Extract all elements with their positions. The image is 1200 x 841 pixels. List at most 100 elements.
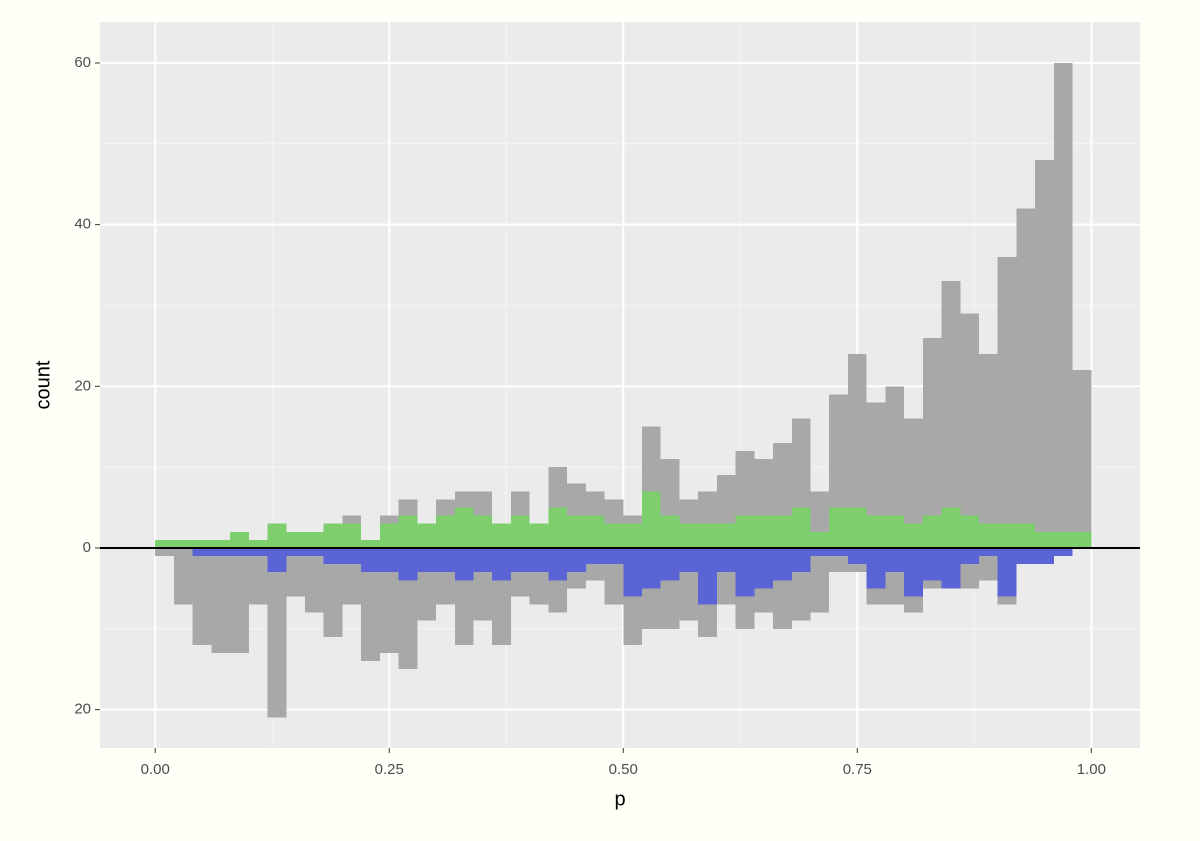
histogram-bar [679, 547, 699, 573]
histogram-bar [810, 531, 830, 548]
histogram-bar [267, 547, 287, 573]
histogram-bar [173, 547, 193, 605]
histogram-bar [885, 515, 905, 548]
histogram-bar [735, 515, 755, 548]
histogram-bar [492, 523, 511, 548]
histogram-bar [342, 547, 362, 565]
histogram-bar [305, 531, 324, 548]
histogram-bar [248, 547, 268, 605]
histogram-bar [941, 547, 961, 589]
histogram-bar [379, 547, 399, 654]
histogram-bar [773, 547, 792, 581]
y-tick-label: 20 [74, 377, 91, 394]
histogram-bar [941, 507, 961, 548]
histogram-bar [1035, 531, 1054, 548]
histogram-bar [1016, 523, 1036, 548]
histogram-bar [361, 547, 380, 573]
histogram-bar [248, 539, 268, 548]
histogram-bar [754, 515, 774, 548]
histogram-bar [548, 507, 568, 548]
histogram-bar [361, 547, 380, 662]
histogram-bar [155, 547, 174, 557]
histogram-bar [417, 523, 437, 548]
histogram-bar [398, 547, 418, 581]
histogram-bar [529, 547, 549, 573]
histogram-bar [286, 531, 306, 548]
histogram-bar [510, 515, 530, 548]
histogram-bar [960, 515, 979, 548]
histogram-bar [230, 547, 249, 557]
histogram-bar [398, 515, 418, 548]
histogram-bar [1072, 370, 1092, 548]
y-tick-label: 0 [83, 539, 91, 556]
histogram-bar [922, 337, 942, 548]
histogram-bar [754, 547, 774, 589]
histogram-bar [922, 547, 942, 581]
histogram-bar [847, 353, 867, 548]
histogram-bar [323, 547, 343, 637]
histogram-bar [567, 547, 586, 573]
histogram-bar [454, 547, 474, 581]
histogram-bar [978, 523, 998, 548]
histogram-bar [1053, 547, 1073, 557]
histogram-bar [192, 539, 212, 548]
histogram-bar [623, 523, 642, 548]
histogram-bar [904, 523, 923, 548]
histogram-bar [529, 523, 549, 548]
histogram-bar [436, 547, 455, 573]
histogram-bar [716, 547, 736, 573]
histogram-bar [847, 507, 867, 548]
histogram-bar [997, 547, 1017, 597]
histogram-bar [847, 547, 867, 565]
y-tick-label: 20 [74, 701, 91, 718]
histogram-bar [510, 547, 530, 573]
histogram-bar [641, 491, 661, 548]
histogram-bar [248, 547, 268, 557]
y-axis-title: count [32, 360, 54, 409]
histogram-bar [585, 515, 605, 548]
histogram-bar [267, 547, 287, 718]
y-tick-label: 40 [74, 216, 91, 233]
x-tick-label: 1.00 [1077, 761, 1106, 778]
y-tick-label: 60 [74, 54, 91, 71]
histogram-bar [922, 515, 942, 548]
histogram-bar [305, 547, 324, 557]
histogram-bar [941, 281, 961, 548]
histogram-bar [698, 547, 717, 605]
histogram-bar [773, 515, 792, 548]
histogram-bar [978, 547, 998, 557]
histogram-bar [211, 547, 231, 557]
histogram-bar [548, 547, 568, 581]
histogram-bar [492, 547, 511, 581]
histogram-bar [604, 547, 624, 565]
histogram-bar [904, 418, 923, 548]
x-tick-label: 0.50 [609, 761, 638, 778]
histogram-bar [904, 547, 923, 597]
histogram-bar [361, 539, 380, 548]
histogram-bar [379, 523, 399, 548]
histogram-bar [810, 547, 830, 613]
histogram-bar [791, 547, 811, 573]
histogram-bar [829, 507, 848, 548]
histogram-bar [230, 531, 249, 548]
histogram-bar [866, 515, 886, 548]
histogram-bar [1016, 547, 1036, 565]
histogram-bar [230, 547, 249, 654]
histogram-bar [978, 353, 998, 548]
histogram-bar [323, 547, 343, 565]
histogram-bar [436, 515, 455, 548]
histogram-bar [473, 547, 493, 573]
histogram-bar [286, 547, 306, 557]
histogram-bar [567, 515, 586, 548]
histogram-bar [323, 523, 343, 548]
histogram-bar [960, 313, 979, 548]
histogram-bar [267, 523, 287, 548]
histogram-bar [604, 523, 624, 548]
histogram-bar [698, 523, 717, 548]
histogram-bar [660, 547, 680, 581]
histogram-bar [960, 547, 979, 565]
histogram-bar [810, 547, 830, 557]
histogram-bar [1072, 531, 1092, 548]
